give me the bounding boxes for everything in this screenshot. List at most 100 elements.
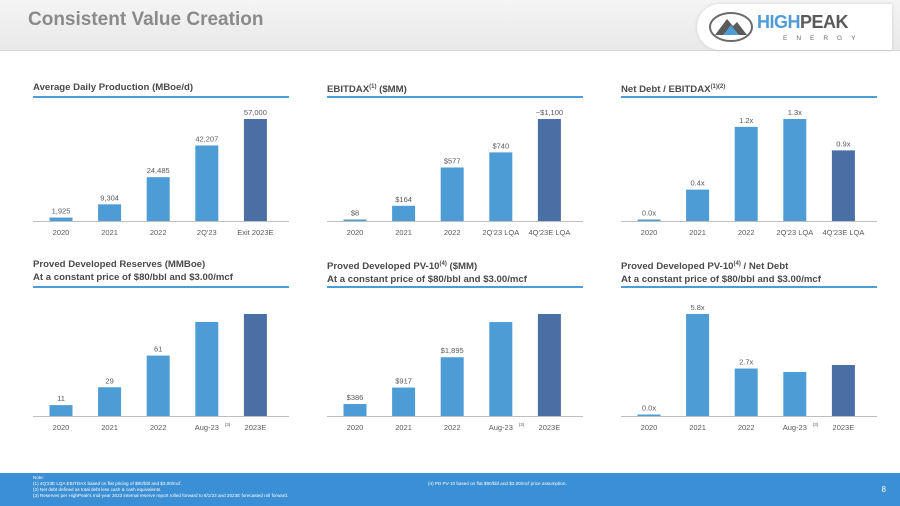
bar — [195, 145, 219, 221]
bar — [537, 119, 561, 221]
x-tick-label: Aug-23 — [783, 423, 807, 432]
x-tick-label: 2022 — [444, 228, 461, 237]
data-label: 0.0x — [642, 209, 656, 218]
footnote-line: (1) 4Q'23E LQA EBITDAX based on flat pri… — [33, 481, 182, 486]
x-tick-label: 2020 — [53, 423, 70, 432]
data-label: 42,207 — [195, 134, 218, 143]
data-label: 57,000 — [244, 108, 267, 117]
title-rule — [327, 96, 583, 98]
x-tick-label: 2020 — [347, 423, 364, 432]
bar — [195, 321, 219, 416]
data-label: $740 — [492, 141, 509, 150]
bar — [146, 355, 170, 416]
chart-pv10-net-debt: 0.0x 2020 5.8x 2021 2.7x 2022 Aug-23 (3) 2023E — [621, 303, 877, 432]
data-label: $8 — [351, 209, 359, 218]
bar — [49, 405, 73, 416]
bar — [243, 314, 267, 416]
panel-title: Proved Developed PV-10(4) ($MM) At a cons… — [327, 261, 527, 286]
logo-word-high: HIGH — [757, 12, 801, 32]
bar — [392, 387, 416, 416]
x-tick-label: 2023E — [833, 423, 855, 432]
panel-title: Net Debt / EBITDAX(1)(2) — [621, 84, 726, 96]
data-label: 1.3x — [788, 108, 802, 117]
bar — [637, 219, 661, 221]
bar — [146, 177, 170, 221]
x-tick-label: 2020 — [53, 228, 70, 237]
x-tick-label: 2Q'23 — [197, 228, 217, 237]
data-label: 2.7x — [739, 358, 753, 367]
data-label: 11 — [57, 394, 65, 403]
logo-word-peak: PEAK — [800, 12, 849, 32]
data-label: 61 — [154, 345, 162, 354]
data-label: 29 — [105, 376, 113, 385]
x-tick-label: 2020 — [641, 228, 658, 237]
bar — [98, 387, 122, 416]
x-tick-label: 4Q'23E LQA — [528, 228, 570, 237]
x-tick-label: 2023E — [245, 423, 267, 432]
company-logo: HIGHPEAK ENERGY — [697, 4, 892, 50]
x-tick-label: 2021 — [101, 228, 118, 237]
bar — [489, 152, 513, 221]
x-tick-label: 2023E — [539, 423, 561, 432]
bar — [392, 205, 416, 221]
data-label: $1,895 — [441, 346, 464, 355]
data-label: ~$1,100 — [536, 108, 563, 117]
bar — [831, 365, 855, 416]
x-tick-label: 2022 — [738, 423, 755, 432]
x-tick-label: 2021 — [101, 423, 118, 432]
x-tick-label: Aug-23 — [195, 423, 219, 432]
bar — [489, 322, 513, 416]
bar — [98, 204, 122, 221]
footnotes-left: Note: (1) 4Q'23E LQA EBITDAX based on fla… — [33, 475, 288, 499]
footnote-line: (2) Net debt defined as total debt less … — [33, 487, 162, 492]
x-tick-label: 2020 — [641, 423, 658, 432]
x-tick-label: 2Q'23 LQA — [776, 228, 813, 237]
logo-wordmark: HIGHPEAK — [757, 12, 849, 33]
x-tick-label: 2021 — [395, 228, 412, 237]
chart-ebitdax: $8 2020 $164 2021 $577 2022 $740 2Q'23 LQA ~$1,1… — [327, 108, 583, 237]
data-label: $164 — [395, 195, 412, 204]
x-tick-label: 2021 — [395, 423, 412, 432]
mountain-logo-icon — [709, 12, 753, 42]
x-tick-label: 2022 — [150, 228, 167, 237]
data-label: $917 — [395, 377, 412, 386]
data-label: 1.2x — [739, 116, 753, 125]
chart-pd-reserves: 11 2020 29 2021 61 2022 Aug-23 (3) 2023E — [33, 314, 289, 432]
x-tick-label: 2021 — [689, 423, 706, 432]
bar — [343, 404, 367, 416]
x-tick-label: 4Q'23E LQA — [822, 228, 864, 237]
bar — [637, 414, 661, 416]
footer: Note: (1) 4Q'23E LQA EBITDAX based on fla… — [0, 473, 900, 506]
bar — [440, 167, 464, 221]
data-label: $577 — [444, 156, 461, 165]
bar — [734, 126, 758, 221]
bar — [783, 119, 807, 221]
panel-title: Average Daily Production (MBoe/d) — [33, 82, 194, 93]
panel-title: Proved Developed Reserves (MMBoe) At a co… — [33, 259, 233, 283]
x-tick-label: 2022 — [444, 423, 461, 432]
data-label: 0.9x — [836, 139, 850, 148]
bar — [783, 372, 807, 416]
bar — [537, 314, 561, 416]
logo-subtitle: ENERGY — [783, 35, 865, 42]
footnote-line: (3) Reserves per HighPeak's mid-year 202… — [33, 493, 289, 498]
panel-title: Proved Developed PV-10(4) / Net Debt At a… — [621, 261, 821, 286]
x-tick-label: 2020 — [347, 228, 364, 237]
footnotes-right: (4) PD PV-10 based on flat $80/bbl and $… — [428, 481, 567, 487]
bar — [686, 189, 710, 221]
slide-header: Consistent Value Creation HIGHPEAK ENERG… — [0, 0, 900, 51]
chart-pd-pv10: $386 2020 $917 2021 $1,895 2022 Aug-23 (3) 2023E — [327, 314, 583, 432]
footnote-line: Note: — [33, 475, 44, 480]
x-tick-label: 2022 — [150, 423, 167, 432]
bar — [49, 217, 73, 221]
x-tick-label: 2Q'23 LQA — [482, 228, 519, 237]
x-tick-superscript: (3) — [813, 422, 819, 427]
bar — [831, 150, 855, 221]
title-rule — [33, 96, 289, 98]
x-tick-superscript: (3) — [225, 422, 231, 427]
data-label: 0.0x — [642, 404, 656, 413]
slide-title: Consistent Value Creation — [28, 9, 264, 30]
footnote-line: (4) PD PV-10 based on flat $80/bbl and $… — [428, 481, 567, 486]
title-rule — [33, 286, 289, 288]
x-tick-label: Exit 2023E — [237, 228, 273, 237]
